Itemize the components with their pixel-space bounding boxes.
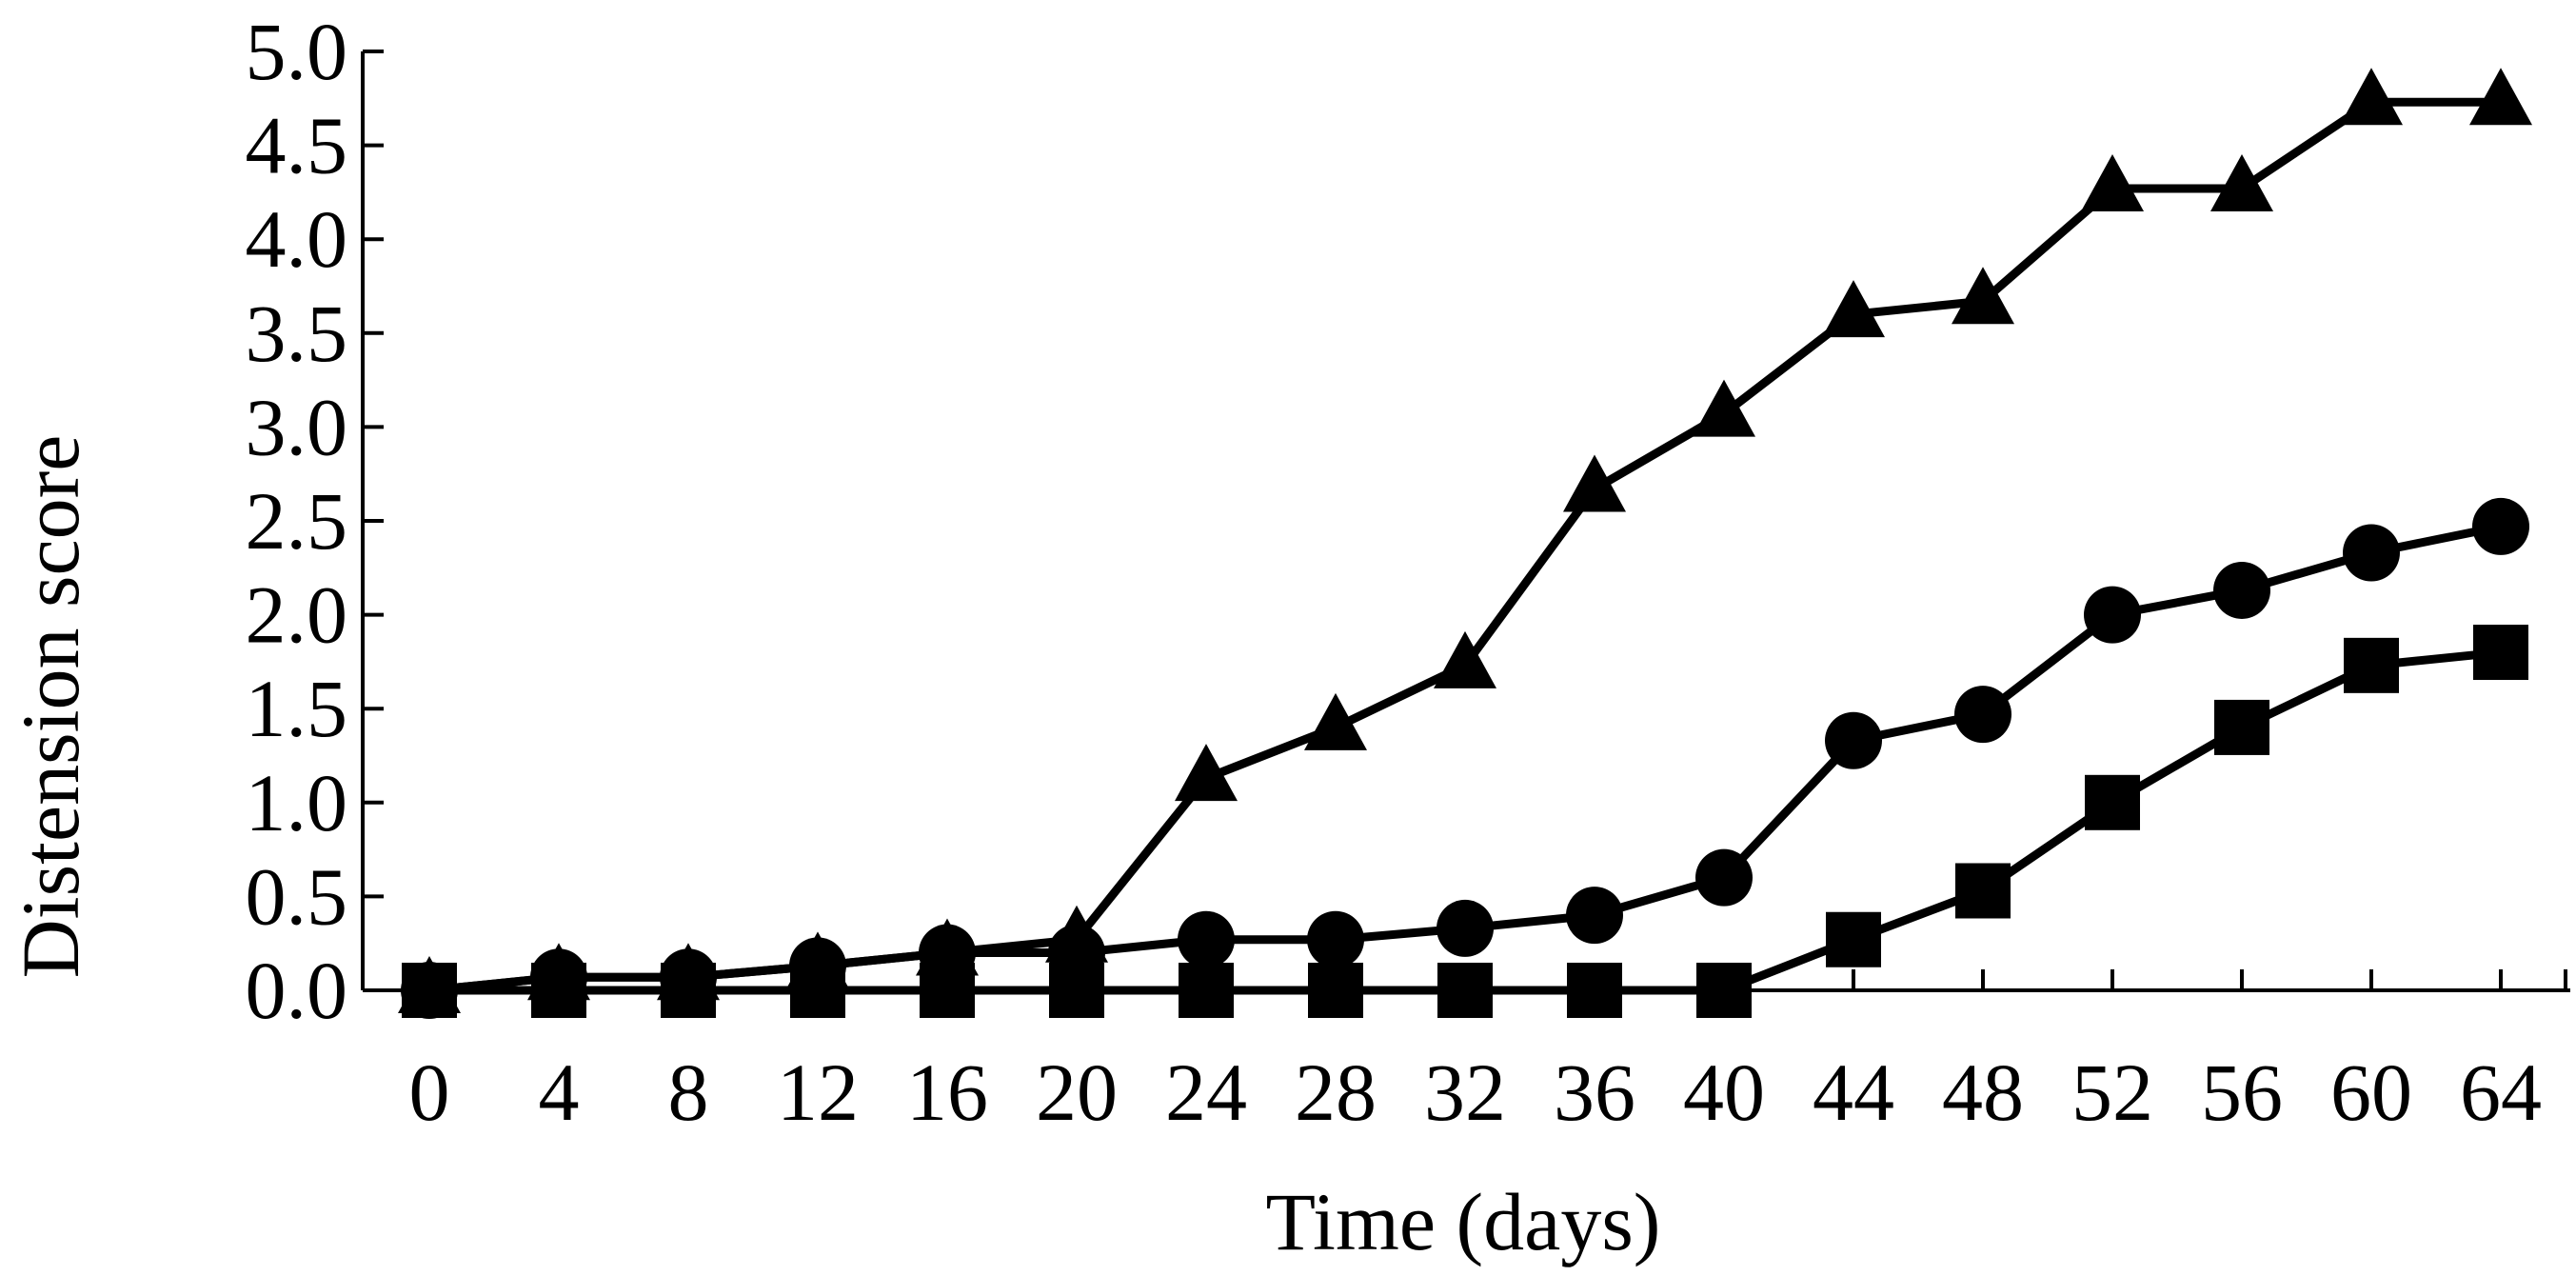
x-tick-label: 60 xyxy=(2330,1047,2412,1138)
y-tick-label: 0.5 xyxy=(246,850,348,942)
data-point-square xyxy=(1955,863,2011,919)
x-ticks: 0 4 8 12 16 20 24 28 32 36 40 44 48 52 56 60 64 xyxy=(409,969,2567,1138)
data-point-square xyxy=(661,963,716,1018)
x-tick-label: 0 xyxy=(409,1047,450,1138)
data-point-square xyxy=(531,963,586,1018)
data-point-circle xyxy=(1954,686,2011,744)
data-point-square xyxy=(1049,963,1104,1018)
data-point-triangle xyxy=(2469,68,2532,126)
series-line-triangle xyxy=(428,97,2501,995)
data-point-square xyxy=(1437,963,1493,1018)
y-tick-label: 2.5 xyxy=(246,475,348,567)
y-tick-label: 0.0 xyxy=(246,945,348,1036)
x-axis-title: Time (days) xyxy=(1266,1176,1661,1267)
series-triangle xyxy=(398,68,2532,1013)
data-point-triangle xyxy=(1952,267,2014,325)
y-tick-label: 2.0 xyxy=(246,569,348,661)
series-circle xyxy=(401,497,2529,1019)
x-tick-label: 28 xyxy=(1295,1047,1377,1138)
x-tick-label: 16 xyxy=(906,1047,988,1138)
x-tick-label: 52 xyxy=(2071,1047,2153,1138)
y-tick-label: 4.0 xyxy=(246,193,348,285)
series-square xyxy=(402,625,2528,1018)
data-point-triangle xyxy=(1304,692,1367,750)
x-tick-label: 56 xyxy=(2201,1047,2283,1138)
y-tick-label: 5.0 xyxy=(246,6,348,97)
y-ticks: 0.00.51.01.52.02.53.03.54.04.55.0 xyxy=(246,6,384,1036)
data-point-square xyxy=(920,963,975,1018)
data-point-triangle xyxy=(1822,280,1885,338)
y-tick-label: 4.5 xyxy=(246,100,348,191)
data-point-square xyxy=(790,963,845,1018)
data-point-triangle xyxy=(1563,454,1626,512)
data-point-square xyxy=(402,963,457,1018)
data-point-circle xyxy=(2343,524,2400,582)
data-point-triangle xyxy=(2210,153,2273,211)
x-tick-label: 32 xyxy=(1424,1047,1506,1138)
data-point-triangle xyxy=(1175,744,1238,802)
x-tick-label: 64 xyxy=(2460,1047,2542,1138)
data-point-circle xyxy=(1566,887,1623,945)
data-point-square xyxy=(1567,963,1622,1018)
data-point-circle xyxy=(1307,910,1364,968)
y-tick-label: 3.0 xyxy=(246,381,348,472)
data-point-circle xyxy=(2213,561,2270,619)
x-tick-label: 24 xyxy=(1165,1047,1247,1138)
y-tick-label: 1.5 xyxy=(246,663,348,754)
data-point-square xyxy=(1696,963,1752,1018)
data-point-triangle xyxy=(1434,630,1496,688)
y-tick-label: 1.0 xyxy=(246,757,348,848)
y-axis-title: Distension score xyxy=(5,435,96,979)
x-tick-label: 40 xyxy=(1683,1047,1765,1138)
x-tick-label: 8 xyxy=(668,1047,709,1138)
data-point-triangle xyxy=(2081,153,2144,211)
data-point-square xyxy=(1179,963,1234,1018)
data-point-square xyxy=(2214,699,2269,755)
x-tick-label: 4 xyxy=(539,1047,580,1138)
x-tick-label: 48 xyxy=(1942,1047,2024,1138)
data-point-circle xyxy=(2472,497,2529,555)
y-tick-label: 3.5 xyxy=(246,288,348,379)
data-point-square xyxy=(2344,637,2399,693)
data-point-triangle xyxy=(1693,379,1755,437)
x-tick-label: 12 xyxy=(777,1047,859,1138)
data-point-circle xyxy=(1178,910,1235,968)
x-tick-label: 36 xyxy=(1554,1047,1635,1138)
data-point-circle xyxy=(1437,899,1494,957)
data-point-square xyxy=(2473,625,2528,681)
data-point-triangle xyxy=(2340,68,2403,126)
series-layer xyxy=(398,68,2532,1019)
x-tick-label: 44 xyxy=(1813,1047,1894,1138)
x-tick-label: 20 xyxy=(1036,1047,1118,1138)
data-point-square xyxy=(2085,774,2140,830)
data-point-circle xyxy=(1695,848,1753,907)
data-point-square xyxy=(1826,911,1881,967)
data-point-circle xyxy=(2084,586,2141,644)
data-point-circle xyxy=(1825,711,1882,769)
data-point-square xyxy=(1308,963,1363,1018)
